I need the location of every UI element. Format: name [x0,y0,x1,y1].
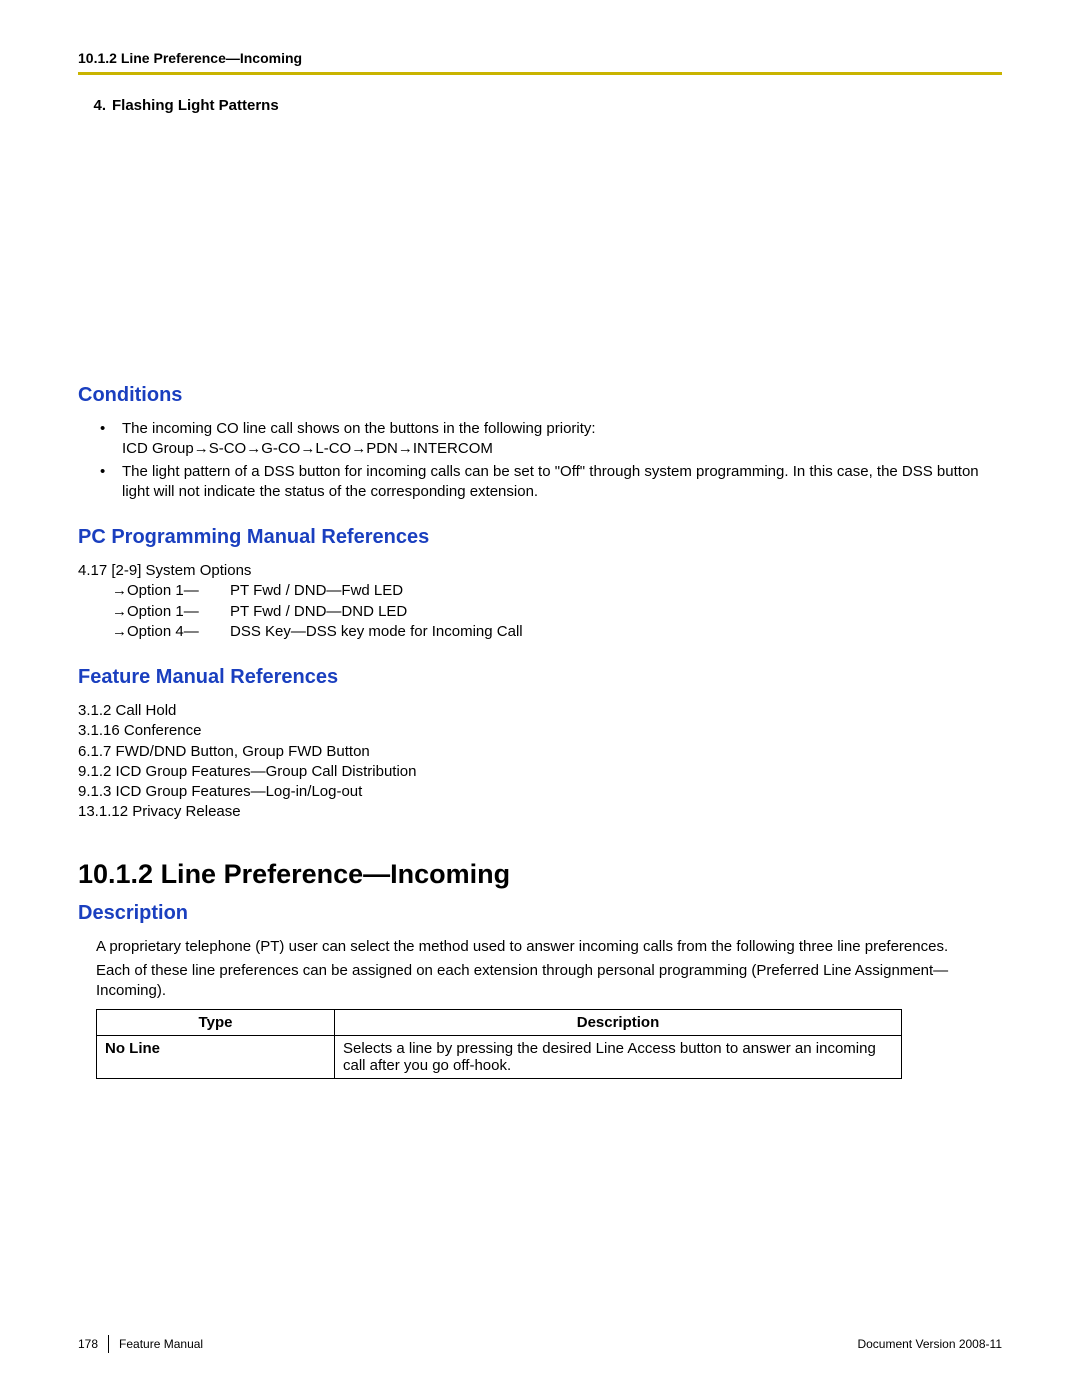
ref-option: →Option 4— [112,622,230,642]
running-header: 10.1.2 Line Preference—Incoming [78,50,1002,66]
ref-option: →Option 1— [112,581,230,601]
ref-line: 4.17 [2-9] System Options [78,561,1002,581]
ref-line: →Option 1—PT Fwd / DND—Fwd LED [78,581,1002,601]
feature-manual-refs: 3.1.2 Call Hold 3.1.16 Conference 6.1.7 … [78,701,1002,823]
list-item-text: The light pattern of a DSS button for in… [122,463,979,500]
table-header-type: Type [97,1010,335,1036]
list-item: • The incoming CO line call shows on the… [78,419,1002,460]
bullet-icon: • [100,462,105,482]
list-item-number: 4. [78,97,112,114]
footer-title: Feature Manual [119,1337,203,1351]
heading-conditions: Conditions [78,384,1002,407]
heading-pc-programming-refs: PC Programming Manual References [78,526,1002,549]
ref-line: 9.1.2 ICD Group Features—Group Call Dist… [78,762,1002,782]
table-cell-description: Selects a line by pressing the desired L… [335,1036,902,1079]
ref-line: 3.1.16 Conference [78,721,1002,741]
heading-description: Description [78,902,1002,925]
table-header-row: Type Description [97,1010,902,1036]
list-item: • The light pattern of a DSS button for … [78,462,1002,503]
list-item-text: Flashing Light Patterns [112,97,279,114]
ref-line: →Option 4—DSS Key—DSS key mode for Incom… [78,622,1002,642]
ref-line: 6.1.7 FWD/DND Button, Group FWD Button [78,742,1002,762]
accent-rule [78,72,1002,75]
ref-line: 9.1.3 ICD Group Features—Log-in/Log-out [78,782,1002,802]
table-row: No Line Selects a line by pressing the d… [97,1036,902,1079]
bullet-icon: • [100,419,105,439]
list-item-4: 4. Flashing Light Patterns [78,97,1002,114]
ref-option: →Option 1— [112,602,230,622]
ref-desc: PT Fwd / DND—Fwd LED [230,582,403,599]
page-number: 178 [78,1337,98,1351]
divider-icon [108,1335,109,1353]
page: 10.1.2 Line Preference—Incoming 4. Flash… [0,0,1080,1397]
list-item-text: ICD Group→S-CO→G-CO→L-CO→PDN→INTERCOM [122,440,493,457]
table-cell-type: No Line [97,1036,335,1079]
document-version: Document Version 2008-11 [857,1337,1002,1351]
pc-programming-refs: 4.17 [2-9] System Options →Option 1—PT F… [78,561,1002,642]
conditions-list: • The incoming CO line call shows on the… [78,419,1002,502]
table-header-description: Description [335,1010,902,1036]
line-preference-table: Type Description No Line Selects a line … [96,1009,902,1079]
list-item-text: The incoming CO line call shows on the b… [122,420,596,437]
ref-line: →Option 1—PT Fwd / DND—DND LED [78,602,1002,622]
section-heading: 10.1.2 Line Preference—Incoming [78,859,1002,890]
ref-desc: PT Fwd / DND—DND LED [230,603,407,620]
ref-desc: DSS Key—DSS key mode for Incoming Call [230,623,523,640]
description-paragraph: Each of these line preferences can be as… [78,961,1002,1002]
heading-feature-manual-refs: Feature Manual References [78,666,1002,689]
ref-line: 3.1.2 Call Hold [78,701,1002,721]
page-footer: 178 Feature Manual Document Version 2008… [78,1335,1002,1353]
description-paragraph: A proprietary telephone (PT) user can se… [78,937,1002,957]
ref-line: 13.1.12 Privacy Release [78,802,1002,822]
